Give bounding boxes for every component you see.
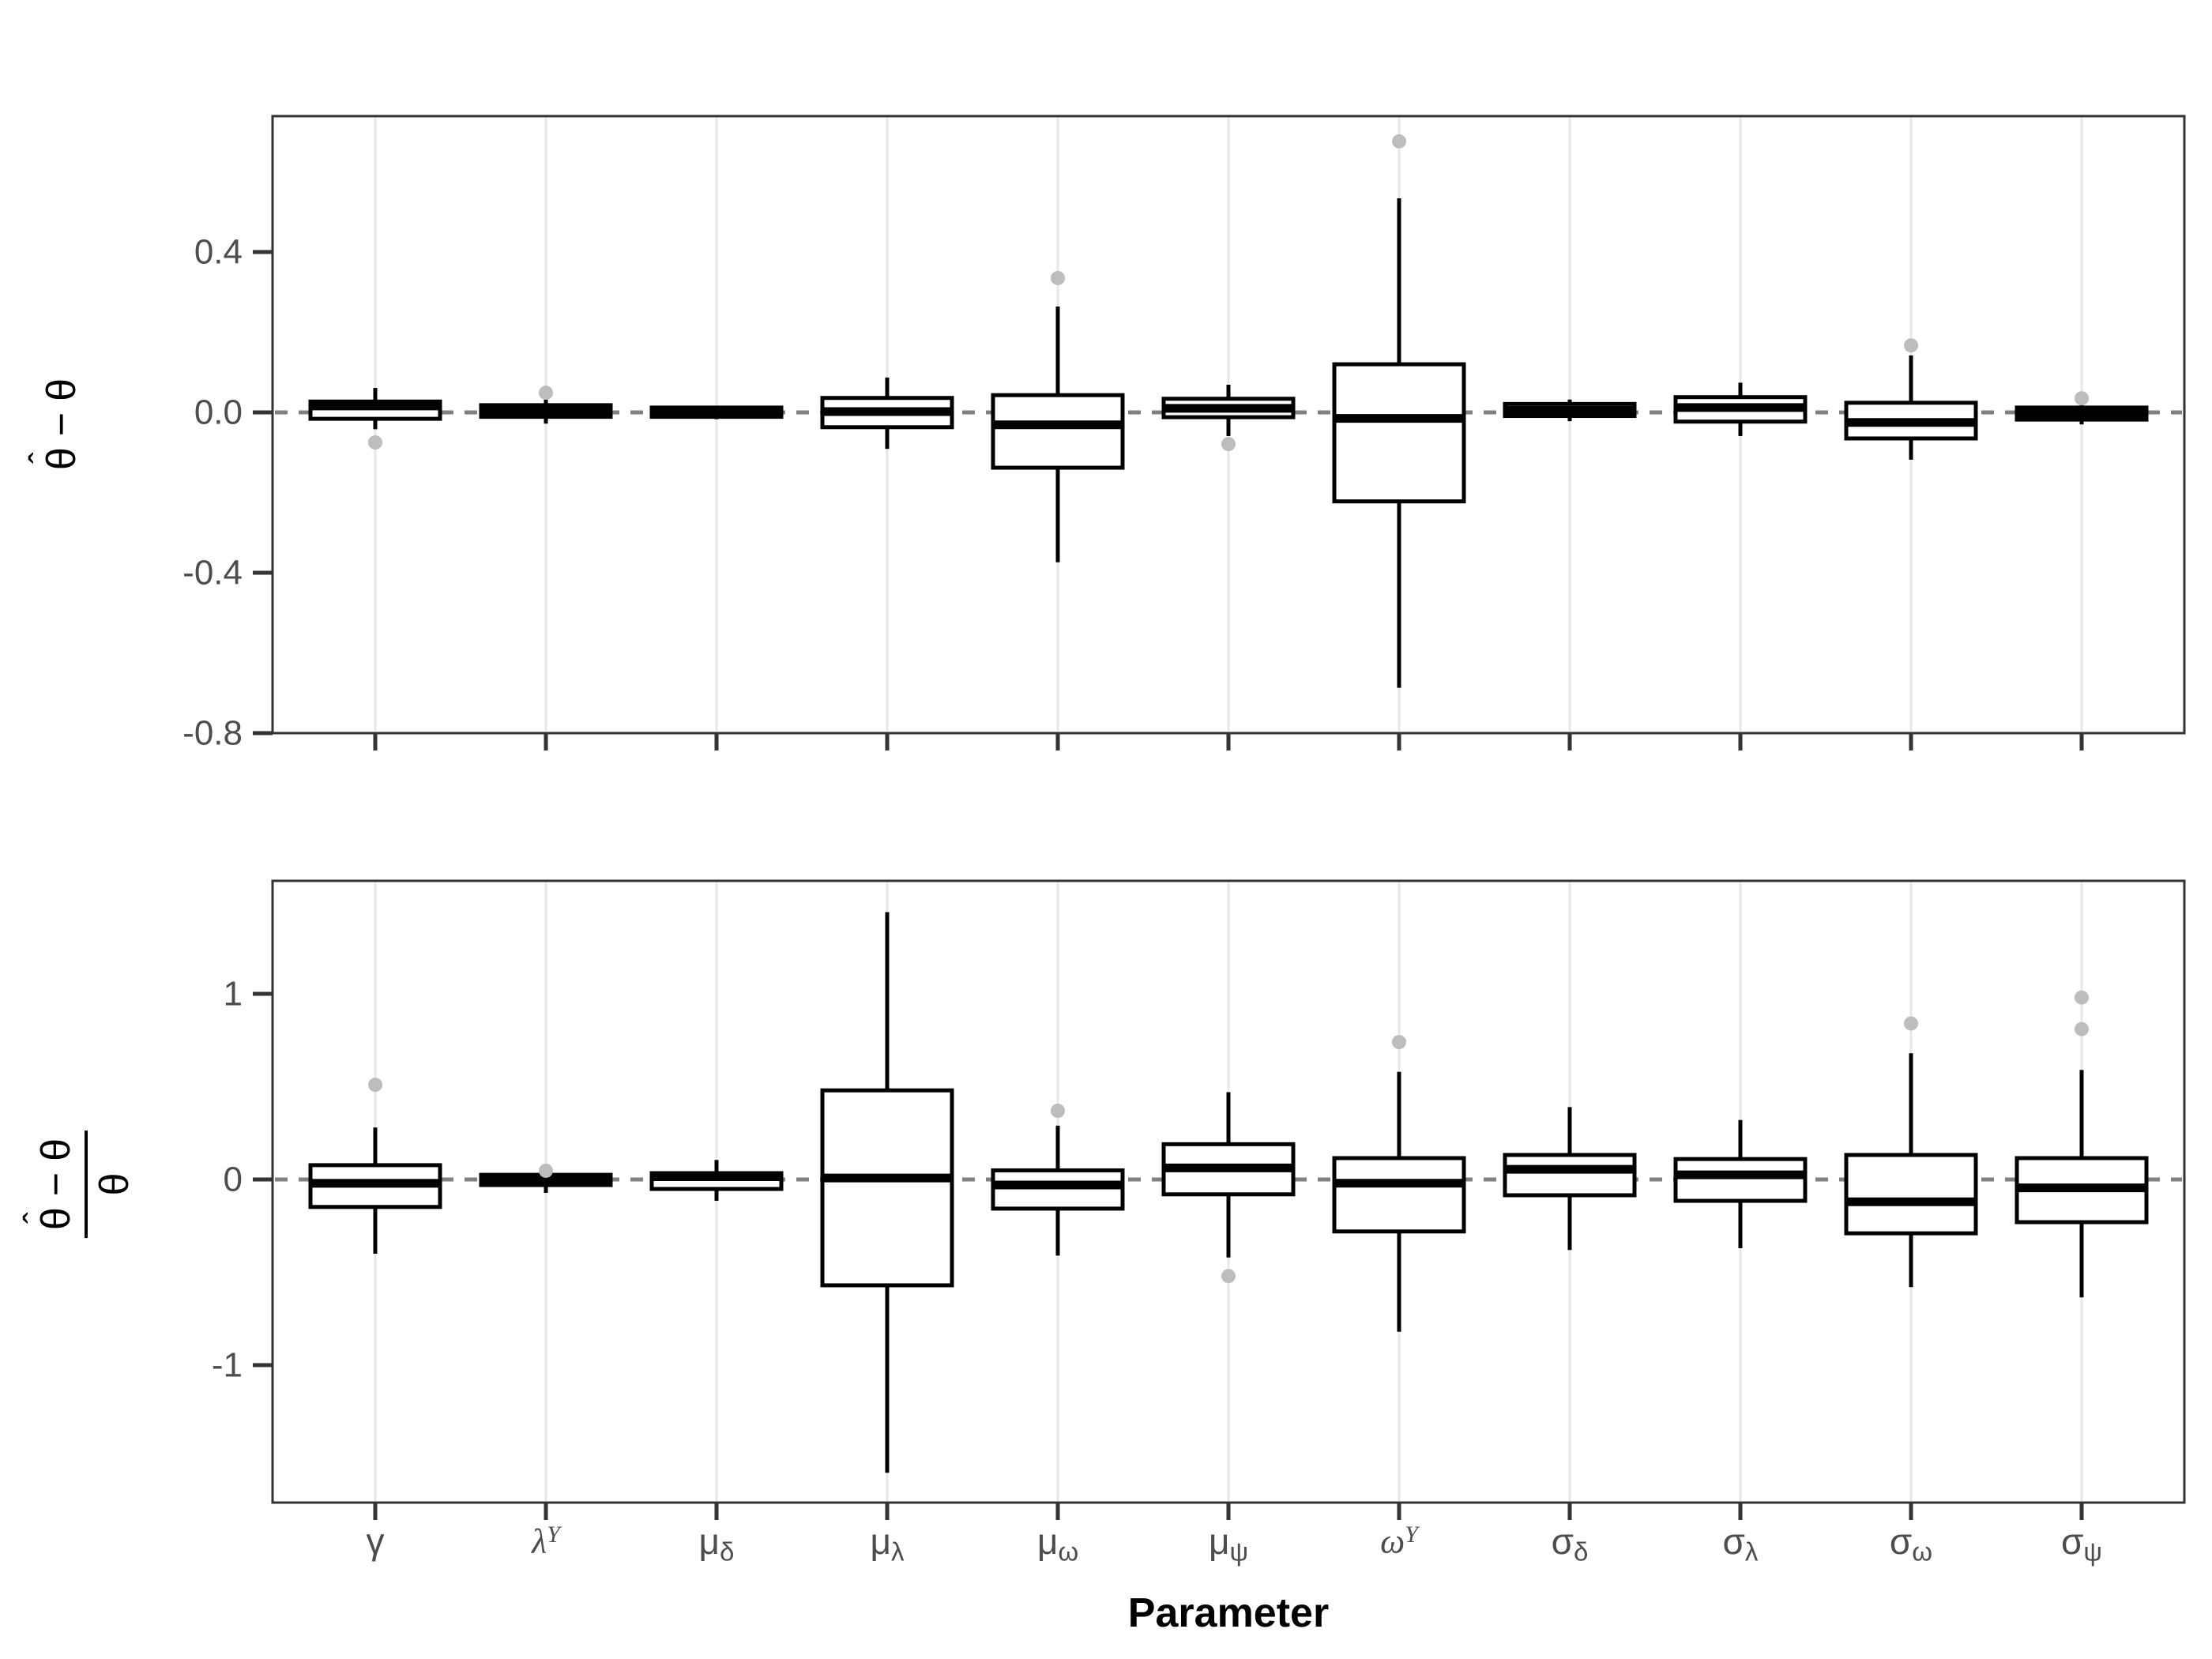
y-tick-label: 0 — [224, 1161, 243, 1199]
outlier-point — [1221, 437, 1236, 452]
iqr-box — [1332, 1156, 1466, 1234]
boxplot-top-sigma-omega — [1844, 338, 1978, 460]
outlier-point — [2075, 391, 2089, 406]
boxplot-bottom-sigma-delta — [1503, 1107, 1637, 1251]
outlier-point — [1221, 1269, 1236, 1284]
boxplot-bottom-mu-omega — [991, 1104, 1125, 1256]
boxplot-top-gamma — [308, 388, 442, 450]
boxplot-top-omega-Y — [1332, 134, 1466, 688]
x-tick-label-mu-lambda: μλ — [870, 1521, 905, 1567]
x-tick-label-mu-omega: μω — [1036, 1521, 1079, 1567]
x-tick-label-mu-psi: μψ — [1208, 1521, 1249, 1567]
outlier-point — [368, 435, 382, 450]
outlier-point — [1051, 1104, 1065, 1119]
iqr-box — [1503, 1153, 1637, 1198]
y-tick-label: -0.8 — [182, 714, 243, 753]
boxplot-bottom-mu-lambda — [820, 912, 954, 1473]
x-tick-label-sigma-delta: σδ — [1551, 1521, 1589, 1567]
x-tick-label-omega-Y: ωY — [1380, 1522, 1418, 1561]
x-tick-label-lambda-Y: λY — [532, 1522, 560, 1561]
x-tick-label-mu-delta: μδ — [698, 1521, 735, 1567]
y-tick-label: 0.0 — [194, 393, 243, 432]
outlier-point — [2075, 1021, 2089, 1036]
iqr-box — [991, 1168, 1125, 1211]
iqr-box — [1332, 362, 1466, 504]
boxplot-bottom-sigma-psi — [2014, 990, 2149, 1298]
boxplot-bottom-lambda-Y — [479, 1163, 613, 1193]
boxplot-top-mu-lambda — [820, 377, 954, 450]
iqr-box — [991, 393, 1125, 470]
outlier-point — [1392, 134, 1406, 149]
boxplot-top-sigma-delta — [1503, 399, 1637, 422]
boxplot-bottom-gamma — [308, 1078, 442, 1254]
outlier-point — [1904, 338, 1918, 353]
fraction-numerator: ˆ θ−θ — [17, 1130, 88, 1239]
outlier-point — [539, 1163, 553, 1178]
y-axis-label-bottom: ˆ θ−θ θ — [17, 1130, 138, 1239]
x-tick-label-gamma: γ — [366, 1521, 385, 1562]
outlier-point — [539, 386, 553, 401]
outlier-point — [1051, 270, 1065, 285]
outlier-point — [368, 1078, 382, 1093]
boxplot-bottom-omega-Y — [1332, 1035, 1466, 1332]
y-tick-label: -0.4 — [182, 554, 243, 592]
x-tick-label-sigma-psi: σψ — [2061, 1521, 2102, 1567]
x-tick-label-sigma-lambda: σλ — [1722, 1521, 1759, 1567]
boxplot-bottom-mu-delta — [649, 1160, 784, 1202]
iqr-box — [1673, 1157, 1808, 1203]
fraction-denominator: θ — [92, 1172, 137, 1196]
x-tick-label-sigma-omega: σω — [1889, 1521, 1933, 1567]
boxplot-top-sigma-lambda — [1673, 382, 1808, 436]
boxplot-top-mu-delta — [649, 405, 784, 419]
boxplot-top-lambda-Y — [479, 386, 613, 424]
boxplot-bottom-sigma-lambda — [1673, 1119, 1808, 1248]
boxplot-bottom-mu-psi — [1161, 1092, 1296, 1284]
x-axis-title: Parameter — [1127, 1590, 1330, 1636]
outlier-point — [1904, 1016, 1918, 1031]
y-tick-label: 0.4 — [194, 233, 243, 272]
boxplot-top-mu-psi — [1161, 384, 1296, 452]
y-tick-label: 1 — [224, 975, 243, 1014]
y-tick-label: -1 — [212, 1346, 243, 1385]
iqr-box — [1844, 1153, 1978, 1236]
boxplot-top-mu-omega — [991, 270, 1125, 562]
y-axis-label-top: ˆ θ−θ — [23, 378, 85, 471]
boxplot-bottom-sigma-omega — [1844, 1016, 1978, 1288]
boxplot-top-sigma-psi — [2014, 391, 2149, 425]
panel-top: 0.4 0.0 -0.4 -0.8 — [182, 115, 2186, 753]
outlier-point — [1392, 1035, 1406, 1050]
outlier-point — [2075, 990, 2089, 1005]
iqr-box — [820, 1088, 954, 1288]
panel-bottom: 1 0 -1 — [212, 879, 2186, 1520]
